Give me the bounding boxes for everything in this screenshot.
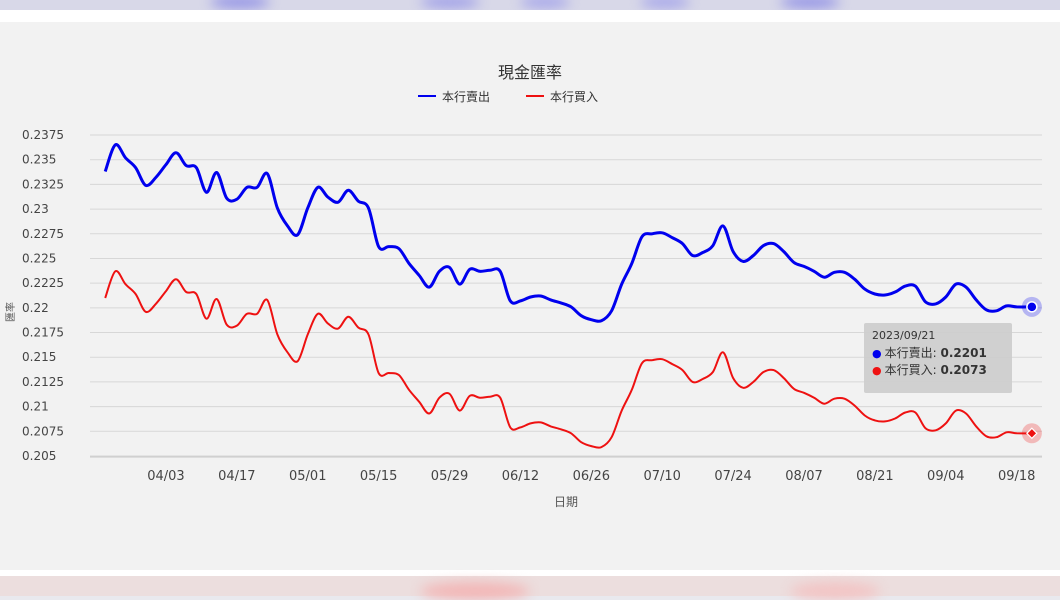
tooltip-buy-dot-icon: ● [872, 364, 882, 377]
bottom-white-band [0, 570, 1060, 576]
bottom-background-strip [0, 576, 1060, 600]
tooltip-sell-dot-icon: ● [872, 347, 882, 360]
y-tick-label: 0.2375 [22, 128, 64, 142]
y-tick-label: 0.23 [22, 202, 49, 216]
x-tick-label: 07/10 [643, 469, 680, 484]
x-tick-label: 08/07 [785, 469, 822, 484]
decor-blob [210, 0, 270, 8]
x-tick-label: 04/03 [147, 469, 184, 484]
exchange-rate-chart: 0.2375 0.235 0.2325 0.23 0.2275 0.225 0.2225 0.… [4, 63, 1042, 509]
decor-blob [640, 0, 690, 8]
decor-blob [790, 582, 880, 600]
x-tick-label: 08/21 [856, 469, 893, 484]
tooltip-sell-value: 0.2201 [940, 346, 987, 360]
hover-tooltip: 2023/09/21 ● 本行賣出: 0.2201 ● 本行買入: 0.2073 [864, 323, 1012, 393]
decor-blob [420, 0, 480, 8]
x-tick-label: 09/18 [998, 469, 1035, 484]
y-tick-label: 0.225 [22, 251, 56, 265]
x-axis-title: 日期 [554, 495, 578, 509]
x-tick-label: 05/01 [289, 469, 326, 484]
y-tick-label: 0.21 [22, 400, 49, 414]
buy-hover-point[interactable] [1026, 427, 1038, 440]
legend[interactable]: 本行賣出 本行買入 [418, 89, 598, 104]
y-tick-label: 0.2225 [22, 276, 64, 290]
x-tick-label: 09/04 [927, 469, 964, 484]
tooltip-date: 2023/09/21 [872, 329, 936, 342]
chart-panel: 0.2375 0.235 0.2325 0.23 0.2275 0.225 0.2225 0.… [0, 22, 1060, 570]
chart-title: 現金匯率 [498, 63, 562, 82]
tooltip-row-sell: ● 本行賣出: 0.2201 [872, 345, 1004, 362]
y-tick-label: 0.2125 [22, 375, 64, 389]
legend-buy-label[interactable]: 本行買入 [550, 90, 598, 104]
x-tick-label: 05/15 [360, 469, 397, 484]
sell-hover-point[interactable] [1026, 301, 1038, 313]
x-tick-label: 05/29 [431, 469, 468, 484]
decor-blob [780, 0, 840, 8]
tooltip-sell-label: 本行賣出: [884, 346, 937, 360]
y-tick-label: 0.205 [22, 449, 56, 463]
top-background-strip [0, 0, 1060, 10]
x-tick-label: 06/12 [502, 469, 539, 484]
top-white-band [0, 10, 1060, 22]
y-axis-title: 匯率 [4, 302, 17, 322]
buy-series-line[interactable] [104, 270, 1032, 449]
tooltip-buy-label: 本行買入: [884, 363, 937, 377]
y-tick-label: 0.2075 [22, 424, 64, 438]
x-tick-label: 07/24 [714, 469, 751, 484]
y-tick-label: 0.215 [22, 350, 56, 364]
y-tick-label: 0.2325 [22, 177, 64, 191]
tooltip-buy-value: 0.2073 [940, 363, 987, 377]
sell-series-line[interactable] [103, 143, 1032, 323]
decor-blob [520, 0, 570, 8]
y-tick-label: 0.22 [22, 301, 49, 315]
x-tick-label: 04/17 [218, 469, 255, 484]
y-tick-label: 0.2275 [22, 227, 64, 241]
decor-blob [420, 582, 530, 600]
legend-sell-label[interactable]: 本行賣出 [442, 89, 490, 104]
tooltip-row-buy: ● 本行買入: 0.2073 [872, 362, 1004, 379]
x-tick-label: 06/26 [573, 469, 610, 484]
y-tick-label: 0.235 [22, 153, 56, 167]
y-tick-label: 0.2175 [22, 326, 64, 340]
